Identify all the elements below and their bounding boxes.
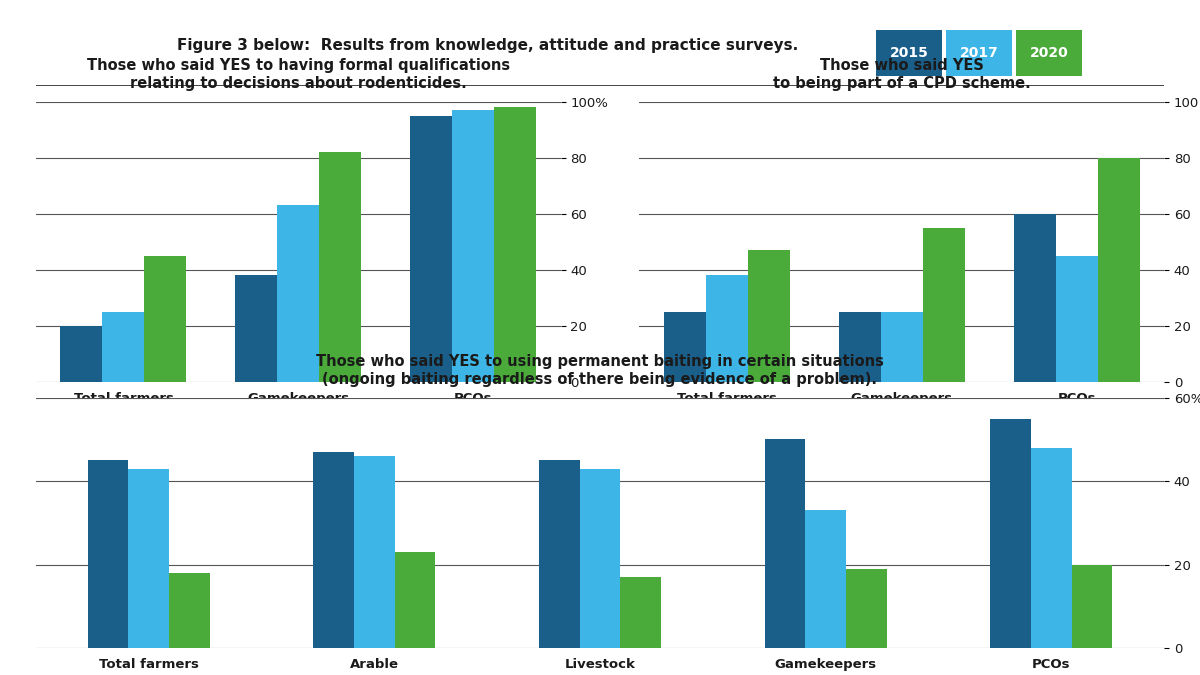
Bar	[1014, 214, 1056, 382]
Bar	[88, 460, 128, 648]
Bar	[748, 250, 790, 382]
Bar	[60, 326, 102, 382]
Bar	[839, 312, 881, 382]
Bar	[169, 573, 210, 648]
Bar	[881, 312, 923, 382]
Text: 2015: 2015	[889, 46, 929, 60]
Bar	[580, 468, 620, 648]
Bar	[102, 312, 144, 382]
Title: Those who said YES
to being part of a CPD scheme.: Those who said YES to being part of a CP…	[773, 59, 1031, 91]
Text: Figure 3 below:  Results from knowledge, attitude and practice surveys.: Figure 3 below: Results from knowledge, …	[176, 38, 798, 53]
Title: Those who said YES to using permanent baiting in certain situations
(ongoing bai: Those who said YES to using permanent ba…	[316, 354, 884, 387]
Bar	[805, 510, 846, 648]
Bar	[128, 468, 169, 648]
Bar	[539, 460, 580, 648]
Bar	[1072, 564, 1112, 648]
Title: Those who said YES to having formal qualifications
relating to decisions about r: Those who said YES to having formal qual…	[86, 59, 510, 91]
Bar	[1098, 158, 1140, 382]
Bar	[277, 205, 319, 382]
Bar	[410, 115, 452, 382]
Bar	[1031, 448, 1072, 648]
FancyBboxPatch shape	[1016, 30, 1081, 76]
Bar	[923, 227, 965, 382]
FancyBboxPatch shape	[876, 30, 942, 76]
Bar	[706, 275, 748, 382]
Bar	[235, 275, 277, 382]
Text: 2020: 2020	[1030, 46, 1068, 60]
Text: 2017: 2017	[960, 46, 998, 60]
Bar	[354, 456, 395, 648]
Bar	[313, 452, 354, 648]
Bar	[846, 569, 887, 648]
Bar	[319, 152, 361, 382]
Bar	[494, 107, 536, 382]
Bar	[664, 312, 706, 382]
Bar	[620, 577, 661, 648]
Bar	[395, 552, 436, 648]
Bar	[990, 418, 1031, 648]
Bar	[764, 439, 805, 648]
Bar	[144, 256, 186, 382]
Bar	[452, 110, 494, 382]
Bar	[1056, 256, 1098, 382]
FancyBboxPatch shape	[947, 30, 1012, 76]
